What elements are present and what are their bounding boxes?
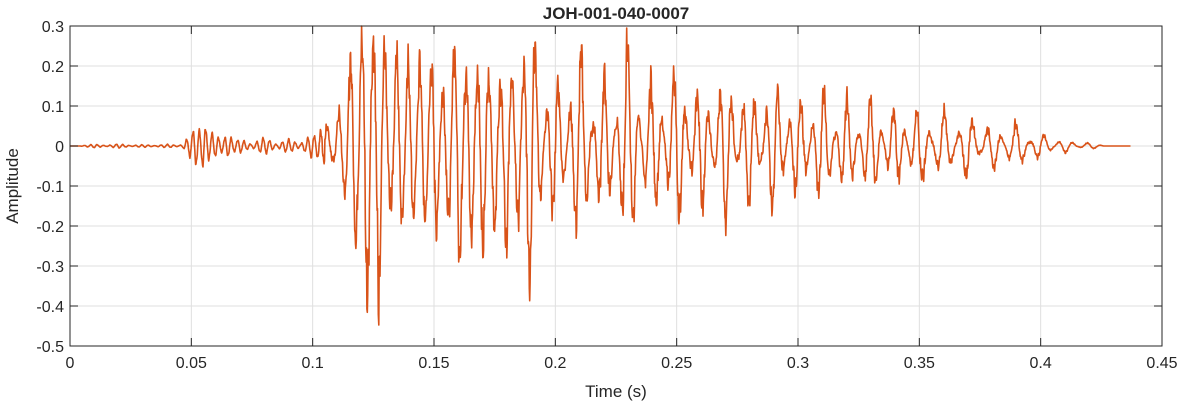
- x-tick-label: 0.35: [904, 355, 935, 372]
- y-tick-label: -0.4: [36, 299, 64, 316]
- x-tick-label: 0.15: [418, 355, 449, 372]
- x-tick-label: 0.2: [544, 355, 566, 372]
- x-tick-label: 0.05: [176, 355, 207, 372]
- x-tick-label: 0: [66, 355, 75, 372]
- y-tick-label: -0.2: [36, 219, 64, 236]
- y-tick-label: -0.3: [36, 259, 64, 276]
- x-tick-label: 0.1: [302, 355, 324, 372]
- x-tick-label: 0.3: [787, 355, 809, 372]
- axis-ticks: 0 0.05 0.1 0.15 0.2 0.25 0.3 0.35 0.4 0.45 -0.5 -0.…: [36, 19, 1177, 372]
- x-tick-label: 0.45: [1146, 355, 1177, 372]
- x-axis-label: Time (s): [585, 382, 647, 401]
- y-tick-label: 0: [55, 139, 64, 156]
- y-axis-label: Amplitude: [3, 148, 22, 224]
- signal-layer: [69, 25, 1131, 326]
- waveform-line: [69, 25, 1131, 326]
- y-tick-label: 0.3: [42, 19, 64, 36]
- chart-title: JOH-001-040-0007: [543, 4, 689, 23]
- y-tick-label: 0.2: [42, 59, 64, 76]
- y-tick-label: -0.1: [36, 179, 64, 196]
- y-tick-label: 0.1: [42, 99, 64, 116]
- x-tick-label: 0.4: [1030, 355, 1052, 372]
- y-tick-label: -0.5: [36, 339, 64, 356]
- x-tick-label: 0.25: [661, 355, 692, 372]
